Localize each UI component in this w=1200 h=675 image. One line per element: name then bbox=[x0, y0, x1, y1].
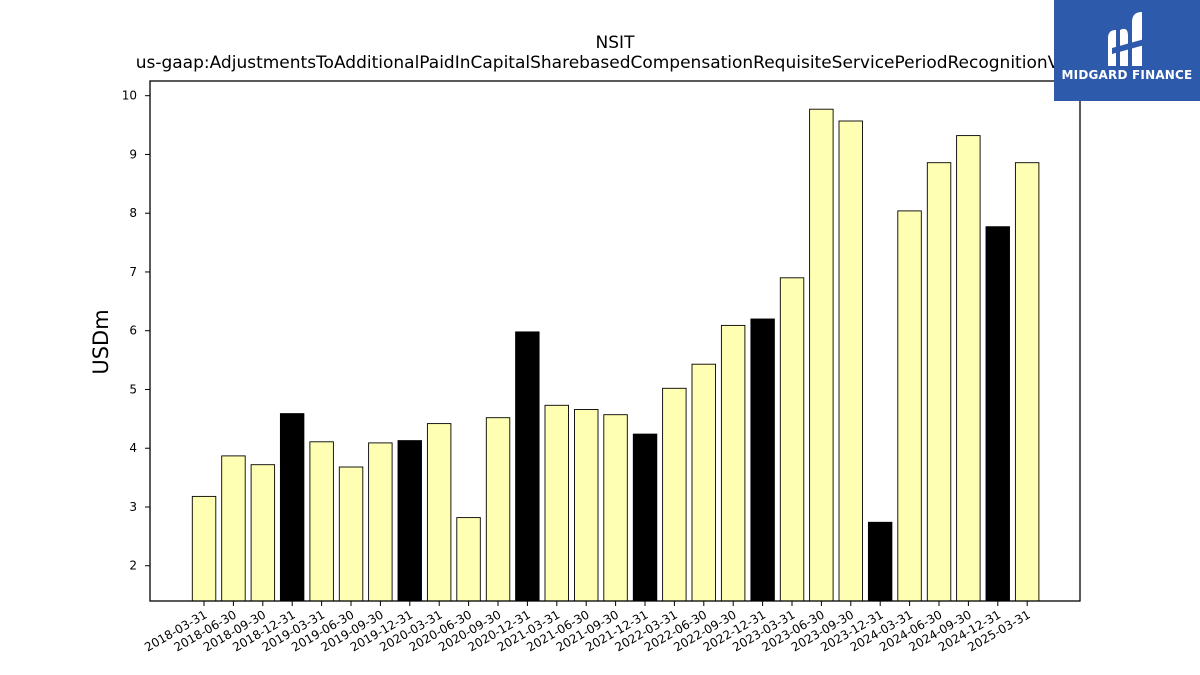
y-tick-label: 2 bbox=[129, 559, 137, 573]
logo-text: MIDGARD FINANCE bbox=[1061, 68, 1193, 82]
chart-subtitle: us-gaap:AdjustmentsToAdditionalPaidInCap… bbox=[136, 53, 1095, 73]
y-tick-label: 7 bbox=[129, 265, 137, 279]
bar-2022-12-31 bbox=[750, 318, 775, 602]
bar-2023-09-30 bbox=[838, 120, 863, 602]
y-tick-label: 3 bbox=[129, 500, 137, 514]
bar-2018-12-31 bbox=[279, 413, 305, 602]
chart-title: NSIT bbox=[596, 33, 636, 53]
bar-2022-03-31 bbox=[662, 387, 687, 602]
midgard-logo-icon bbox=[1108, 12, 1148, 66]
y-tick-label: 4 bbox=[129, 441, 137, 455]
bar-2020-12-31 bbox=[515, 331, 540, 602]
bar-2021-06-30 bbox=[574, 409, 599, 602]
x-axis: 2018-03-312018-06-302018-09-302018-12-31… bbox=[142, 601, 1033, 654]
bar-2019-06-30 bbox=[338, 466, 364, 602]
bar-2024-09-30 bbox=[956, 135, 981, 602]
bar-2023-03-31 bbox=[779, 277, 805, 602]
bar-2020-03-31 bbox=[426, 423, 452, 602]
y-tick-label: 10 bbox=[122, 89, 137, 103]
plot-frame bbox=[149, 80, 1081, 602]
bar-2019-03-31 bbox=[309, 441, 334, 602]
bar-2025-03-31 bbox=[1014, 162, 1040, 602]
midgard-finance-logo: MIDGARD FINANCE bbox=[1054, 0, 1200, 101]
bar-2019-12-31 bbox=[397, 440, 422, 602]
bar-2024-12-31 bbox=[985, 226, 1010, 602]
y-axis: 2 3 4 5 6 7 8 9 10 bbox=[122, 89, 150, 573]
bar-2018-09-30 bbox=[250, 464, 276, 602]
y-axis-label: USDm bbox=[89, 309, 113, 374]
bar-2021-09-30 bbox=[603, 414, 628, 602]
bar-2020-06-30 bbox=[456, 517, 481, 602]
y-tick-label: 6 bbox=[129, 324, 137, 338]
bar-2022-09-30 bbox=[720, 324, 746, 602]
bar-2023-12-31 bbox=[867, 521, 893, 602]
bar-2022-06-30 bbox=[691, 363, 716, 602]
bar-2019-09-30 bbox=[368, 442, 393, 602]
y-tick-label: 9 bbox=[129, 147, 137, 161]
bar-2018-03-31 bbox=[191, 495, 217, 602]
bar-2024-03-31 bbox=[897, 210, 922, 602]
y-tick-label: 8 bbox=[129, 206, 137, 220]
bar-2021-03-31 bbox=[544, 404, 569, 602]
bar-2018-06-30 bbox=[221, 455, 246, 602]
bar-2021-12-31 bbox=[632, 433, 658, 602]
bar-2024-06-30 bbox=[926, 162, 952, 602]
bar-2020-09-30 bbox=[485, 417, 511, 602]
bars-group bbox=[191, 108, 1040, 602]
y-tick-label: 5 bbox=[129, 382, 137, 396]
bar-2023-06-30 bbox=[809, 108, 834, 602]
